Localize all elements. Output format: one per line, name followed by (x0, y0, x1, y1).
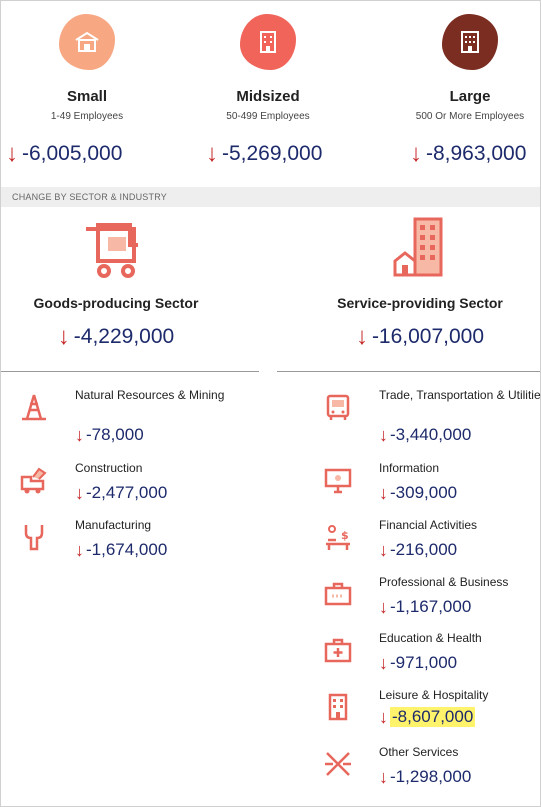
svg-text:$: $ (341, 529, 349, 542)
item-change: ↓ -216,000 (379, 540, 458, 560)
down-arrow-icon: ↓ (379, 483, 388, 503)
item-label: Manufacturing (75, 518, 152, 532)
list-item-education: Education & Health ↓ -971,000 (323, 631, 541, 687)
size-subtitle: 1-49 Employees (50, 111, 124, 122)
down-arrow-icon: ↓ (379, 425, 388, 445)
service-sector: Service-providing Sector ↓ -16,007,000 (290, 215, 541, 349)
scissors-icon (325, 752, 351, 776)
sector-change: ↓ -16,007,000 (355, 323, 485, 350)
item-label: Professional & Business (379, 575, 509, 589)
list-item-financial: $ Financial Activities ↓ -216,000 (323, 518, 541, 574)
down-arrow-icon: ↓ (57, 323, 70, 350)
item-change: ↓ -2,477,000 (75, 483, 168, 503)
item-label: Natural Resources & Mining (75, 388, 225, 402)
item-change: ↓ -8,607,000 (379, 707, 476, 727)
briefcase-icon (324, 582, 352, 606)
section-band: CHANGE BY SECTOR & INDUSTRY (1, 187, 540, 207)
down-arrow-icon: ↓ (6, 140, 18, 167)
desk-dollar-icon: $ (326, 525, 350, 550)
wrench-icon (24, 525, 44, 551)
list-item-information: Information ↓ -309,000 (323, 461, 541, 517)
list-item-trade: Trade, Transportation & Utilities ↓ -3,44… (323, 388, 541, 444)
item-label: Construction (75, 461, 143, 475)
size-subtitle: 500 Or More Employees (415, 111, 525, 122)
sector-title: Goods-producing Sector (33, 295, 199, 311)
item-change: ↓ -971,000 (379, 653, 458, 673)
sector-title: Service-providing Sector (337, 295, 503, 311)
midsized-change: ↓ -5,269,000 (206, 140, 323, 167)
sector-change: ↓ -4,229,000 (57, 323, 175, 350)
divider (277, 371, 540, 372)
divider (1, 371, 259, 372)
goods-sector: Goods-producing Sector ↓ -4,229,000 (0, 215, 246, 349)
size-subtitle: 50-499 Employees (226, 111, 310, 122)
size-title: Small (66, 88, 108, 105)
list-item-professional: Professional & Business ↓ -1,167,000 (323, 575, 541, 631)
item-label: Trade, Transportation & Utilities (379, 388, 541, 402)
down-arrow-icon: ↓ (379, 540, 388, 560)
item-change: ↓ -78,000 (75, 425, 144, 445)
highlighted-value: -8,607,000 (390, 707, 476, 727)
item-change: ↓ -3,440,000 (379, 425, 472, 445)
size-large: Large 500 Or More Employees (380, 0, 541, 122)
construction-truck-icon (20, 467, 47, 494)
down-arrow-icon: ↓ (379, 767, 388, 787)
down-arrow-icon: ↓ (379, 653, 388, 673)
cart-icon (0, 215, 246, 283)
item-change: ↓ -1,167,000 (379, 597, 472, 617)
down-arrow-icon: ↓ (75, 425, 84, 445)
small-change: ↓ -6,005,000 (6, 140, 123, 167)
list-item-leisure: Leisure & Hospitality ↓ -8,607,000 (323, 688, 541, 744)
size-title: Large (449, 88, 491, 105)
item-change: ↓ -1,298,000 (379, 767, 472, 787)
down-arrow-icon: ↓ (75, 483, 84, 503)
list-item-construction: Construction ↓ -2,477,000 (19, 461, 269, 517)
item-label: Education & Health (379, 631, 482, 645)
hotel-icon (328, 693, 348, 721)
storefront-icon (59, 14, 115, 70)
down-arrow-icon: ↓ (379, 707, 388, 727)
medical-kit-icon (324, 638, 352, 663)
size-midsized: Midsized 50-499 Employees (178, 0, 358, 122)
office-tower-icon (442, 14, 498, 70)
down-arrow-icon: ↓ (206, 140, 218, 167)
monitor-icon (324, 468, 352, 494)
city-buildings-icon (290, 215, 541, 283)
down-arrow-icon: ↓ (355, 323, 368, 350)
list-item-natural-resources: Natural Resources & Mining ↓ -78,000 (19, 388, 269, 444)
item-label: Other Services (379, 745, 459, 759)
item-change: ↓ -309,000 (379, 483, 458, 503)
item-label: Information (379, 461, 440, 475)
size-title: Midsized (236, 88, 300, 105)
large-change: ↓ -8,963,000 (410, 140, 527, 167)
bus-icon (326, 394, 350, 420)
list-item-other: Other Services ↓ -1,298,000 (323, 745, 541, 801)
item-label: Financial Activities (379, 518, 478, 532)
item-change: ↓ -1,674,000 (75, 540, 168, 560)
size-small: Small 1-49 Employees (0, 0, 177, 122)
down-arrow-icon: ↓ (379, 597, 388, 617)
down-arrow-icon: ↓ (75, 540, 84, 560)
oil-rig-icon (22, 394, 46, 421)
down-arrow-icon: ↓ (410, 140, 422, 167)
item-label: Leisure & Hospitality (379, 688, 489, 702)
list-item-manufacturing: Manufacturing ↓ -1,674,000 (19, 518, 269, 574)
building-icon (240, 14, 296, 70)
